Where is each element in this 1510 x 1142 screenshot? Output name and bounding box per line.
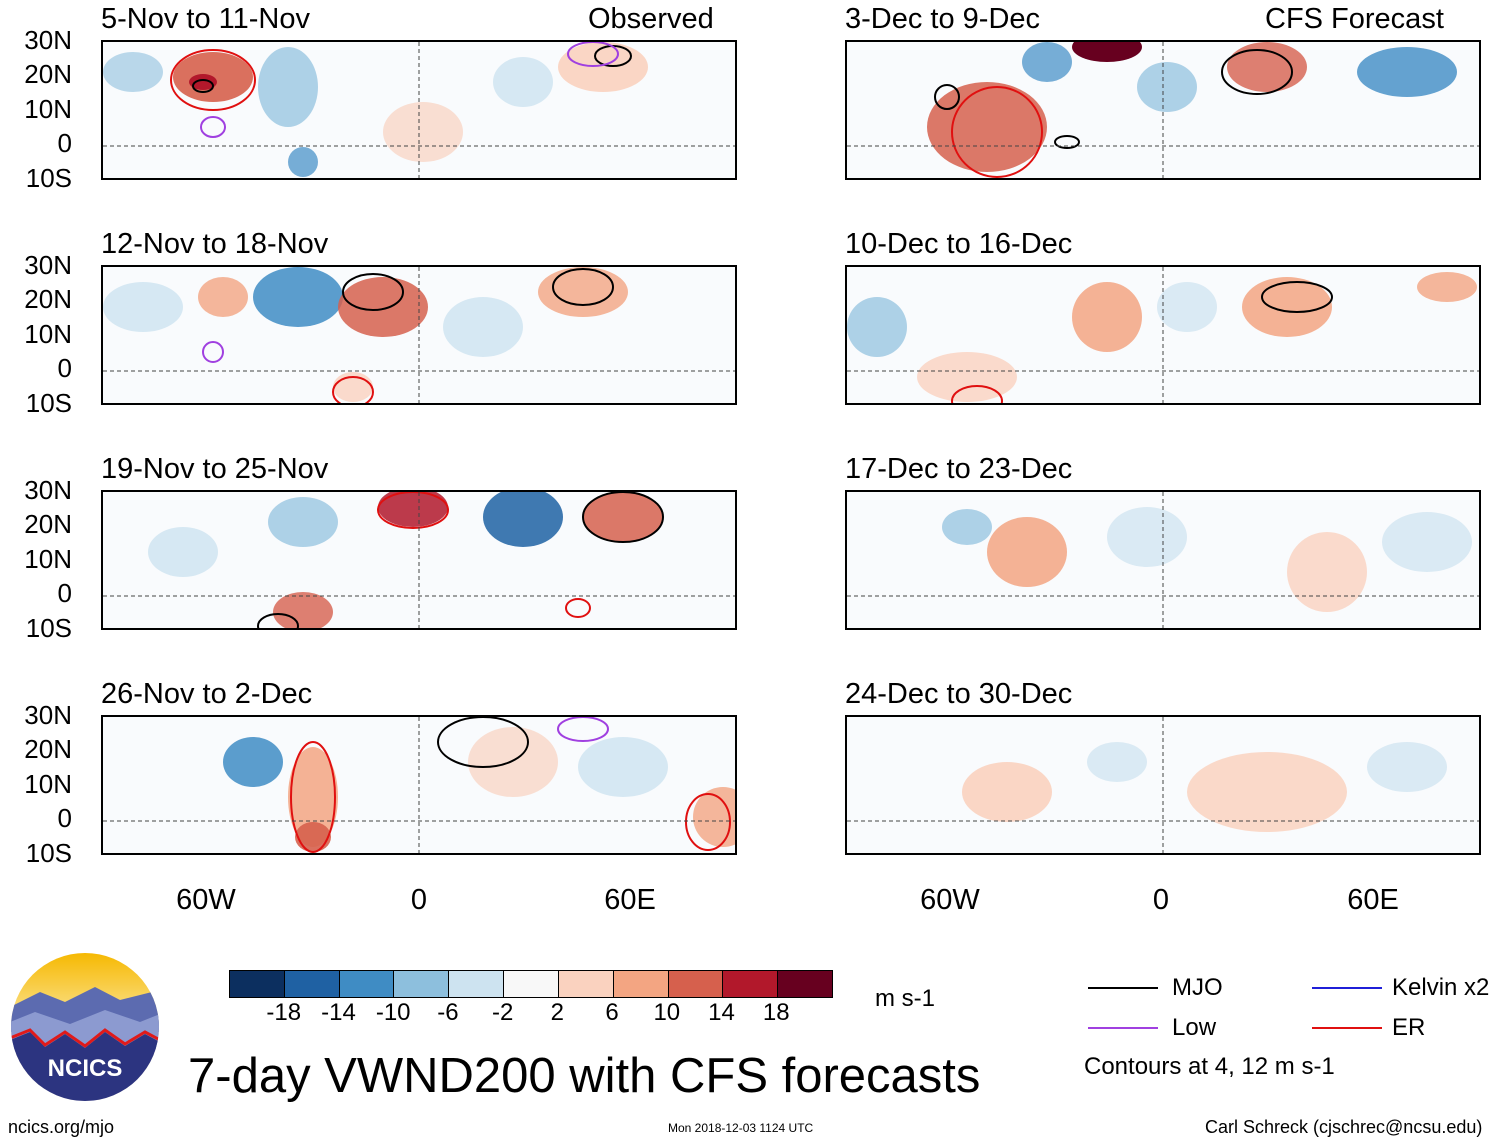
lat-label: 0 [57, 128, 72, 158]
panel-title-right-1: 3-Dec to 9-Dec [845, 3, 1041, 35]
map-graphic [847, 717, 1479, 853]
colorbar-swatch [612, 971, 668, 997]
colorbar-tick-label: -2 [491, 999, 514, 1026]
lat-label: 10N [24, 94, 72, 124]
map-panel-dec17 [845, 490, 1481, 630]
colorbar-tick-label: -10 [375, 999, 411, 1026]
legend-label-kelvin: Kelvin x2 [1392, 974, 1490, 1001]
colorbar-tick-label: 10 [653, 999, 681, 1026]
map-panel-nov05 [101, 40, 737, 180]
colorbar-swatch [722, 971, 778, 997]
lat-label: 10S [25, 838, 72, 868]
panel-title-right-4: 24-Dec to 30-Dec [845, 678, 1073, 710]
colorbar-units: m s-1 [875, 985, 935, 1012]
colorbar-tick-label: 14 [708, 999, 735, 1026]
map-panel-nov12 [101, 265, 737, 405]
colorbar-tick-label: -18 [266, 999, 302, 1026]
map-graphic [847, 492, 1479, 628]
lat-label: 0 [57, 578, 72, 608]
colorbar-tick-label: 18 [762, 999, 790, 1026]
lon-label-right-60e: 60E [1347, 884, 1399, 916]
legend-line-low [1088, 1027, 1158, 1029]
lon-label-right-60w: 60W [920, 884, 980, 916]
lat-label: 30N [24, 250, 72, 280]
lat-label: 30N [24, 475, 72, 505]
cfs-forecast-label: CFS Forecast [1265, 3, 1444, 35]
legend-line-mjo [1088, 987, 1158, 989]
legend-label-low: Low [1172, 1014, 1217, 1041]
legend-line-er [1312, 1027, 1382, 1029]
lat-label: 10N [24, 544, 72, 574]
lon-label-left-0: 0 [410, 884, 428, 916]
map-panel-nov26 [101, 715, 737, 855]
figure-title: 7-day VWND200 with CFS forecasts [188, 1049, 981, 1103]
lat-label: 10N [24, 319, 72, 349]
lat-label: 10S [25, 388, 72, 418]
colorbar [229, 970, 833, 998]
lat-label: 20N [24, 734, 72, 764]
footer-timestamp: Mon 2018-12-03 1124 UTC [668, 1121, 814, 1135]
colorbar-swatch [503, 971, 558, 997]
lat-label: 30N [24, 25, 72, 55]
colorbar-swatch [283, 971, 339, 997]
lat-label: 0 [57, 803, 72, 833]
colorbar-tick-label: -6 [437, 999, 459, 1026]
contour-legend: MJO Kelvin x2 Low ER Contours at 4, 12 m… [1084, 974, 1498, 1084]
map-graphic [103, 717, 735, 853]
map-panel-dec03 [845, 40, 1481, 180]
colorbar-tick-label: -14 [321, 999, 356, 1026]
lat-label: 30N [24, 700, 72, 730]
panel-title-right-3: 17-Dec to 23-Dec [845, 453, 1073, 485]
legend-note: Contours at 4, 12 m s-1 [1084, 1053, 1335, 1080]
lat-label: 20N [24, 509, 72, 539]
lon-label-right-0: 0 [1152, 884, 1170, 916]
observed-label: Observed [588, 3, 714, 35]
map-panel-nov19 [101, 490, 737, 630]
map-panel-dec24 [845, 715, 1481, 855]
lat-label: 20N [24, 284, 72, 314]
map-graphic [847, 42, 1479, 178]
panel-title-left-4: 26-Nov to 2-Dec [101, 678, 313, 710]
ncics-logo: NCICS [10, 952, 160, 1102]
colorbar-swatch [448, 971, 504, 997]
colorbar-swatch [777, 971, 832, 997]
panel-title-left-1: 5-Nov to 11-Nov [101, 3, 310, 35]
colorbar-swatch [230, 971, 284, 997]
logo-text: NCICS [48, 1055, 123, 1082]
footer-author: Carl Schreck (cjschrec@ncsu.edu) [1205, 1117, 1483, 1137]
lon-label-left-60w: 60W [176, 884, 236, 916]
colorbar-swatch [667, 971, 723, 997]
ncics-logo-graphic: NCICS [11, 953, 159, 1101]
lat-label: 0 [57, 353, 72, 383]
lat-label: 10N [24, 769, 72, 799]
colorbar-swatch [557, 971, 613, 997]
panel-title-left-3: 19-Nov to 25-Nov [101, 453, 329, 485]
colorbar-tick-labels: -18 -14 -10 -6 -2 2 6 10 14 18 [229, 1000, 831, 1028]
colorbar-swatch [393, 971, 449, 997]
lon-label-left-60e: 60E [604, 884, 656, 916]
legend-label-er: ER [1392, 1014, 1426, 1041]
lat-label: 10S [25, 613, 72, 643]
colorbar-tick-label: 2 [550, 999, 565, 1026]
map-graphic [103, 42, 735, 178]
map-graphic [103, 492, 735, 628]
lat-label: 20N [24, 59, 72, 89]
map-graphic [103, 267, 735, 403]
legend-line-kelvin [1312, 987, 1382, 989]
colorbar-swatch [338, 971, 394, 997]
panel-title-left-2: 12-Nov to 18-Nov [101, 228, 329, 260]
panel-title-right-2: 10-Dec to 16-Dec [845, 228, 1073, 260]
map-graphic [847, 267, 1479, 403]
lat-label: 10S [25, 163, 72, 193]
map-panel-dec10 [845, 265, 1481, 405]
legend-label-mjo: MJO [1172, 974, 1223, 1001]
footer-url[interactable]: ncics.org/mjo [8, 1117, 115, 1137]
colorbar-tick-label: 6 [605, 999, 619, 1026]
